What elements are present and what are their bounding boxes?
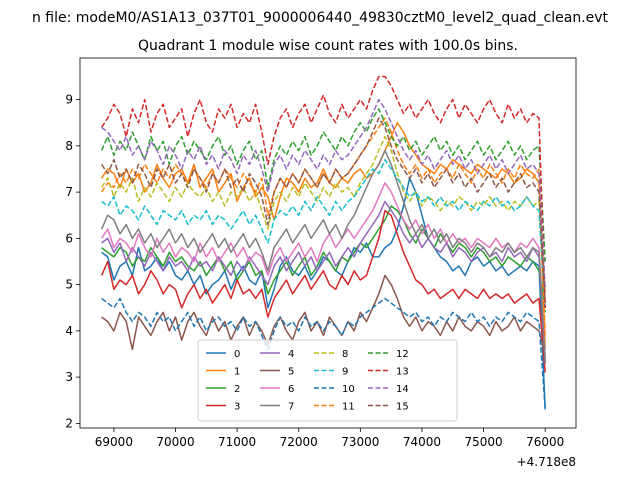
series-lines (100, 75, 546, 410)
x-tick-label: 75000 (464, 435, 502, 449)
legend-label-8: 8 (342, 349, 348, 360)
y-tick-label: 7 (65, 185, 73, 199)
y-tick-label: 2 (65, 416, 73, 430)
legend-label-1: 1 (234, 367, 240, 378)
series-line-3 (100, 209, 546, 373)
series-line-8 (100, 135, 546, 294)
x-tick-label: 74000 (403, 435, 441, 449)
x-axis-offset-text: +4.718e8 (517, 455, 576, 469)
legend-label-7: 7 (288, 402, 294, 413)
series-line-12 (100, 108, 546, 262)
y-tick-label: 9 (65, 93, 73, 107)
series-line-15 (100, 117, 546, 304)
legend-label-13: 13 (396, 367, 409, 378)
series-line-7 (100, 149, 546, 364)
legend-label-9: 9 (342, 367, 348, 378)
series-line-5 (101, 274, 546, 355)
legend-label-0: 0 (234, 349, 240, 360)
legend-label-11: 11 (342, 402, 355, 413)
series-line-4 (101, 200, 546, 364)
legend-label-14: 14 (396, 384, 409, 395)
series-line-6 (100, 182, 546, 359)
legend-label-6: 6 (288, 384, 294, 395)
legend-label-5: 5 (288, 367, 294, 378)
series-line-2 (101, 205, 546, 308)
y-tick-label: 4 (65, 324, 73, 338)
y-tick-label: 8 (65, 139, 73, 153)
axis-ticks: 69000 70000 71000 72000 73000 74000 75000 76000… (65, 93, 564, 449)
x-tick-label: 71000 (218, 435, 256, 449)
chart-title: Quadrant 1 module wise count rates with … (138, 38, 518, 54)
series-line-14 (101, 98, 546, 290)
legend-label-12: 12 (396, 349, 409, 360)
legend-box (197, 339, 458, 422)
x-tick-label: 70000 (156, 435, 194, 449)
legend-label-10: 10 (342, 384, 355, 395)
plot-frame (79, 57, 577, 429)
x-tick-label: 72000 (280, 435, 318, 449)
series-line-11 (100, 117, 546, 336)
x-tick-label: 73000 (341, 435, 379, 449)
series-line-9 (101, 158, 546, 313)
legend-label-4: 4 (288, 349, 294, 360)
y-tick-label: 5 (65, 278, 73, 292)
y-tick-label: 3 (65, 370, 73, 384)
legend-label-2: 2 (234, 384, 240, 395)
series-line-1 (100, 122, 546, 350)
series-line-10 (101, 297, 546, 410)
x-tick-label: 69000 (95, 435, 133, 449)
legend-label-3: 3 (234, 402, 240, 413)
figure-suptitle: n file: modeM0/AS1A13_037T01_9000006440_… (32, 10, 609, 26)
y-tick-label: 6 (65, 231, 73, 245)
legend-label-15: 15 (396, 402, 409, 413)
series-line-13 (100, 75, 546, 308)
x-tick-label: 76000 (526, 435, 564, 449)
